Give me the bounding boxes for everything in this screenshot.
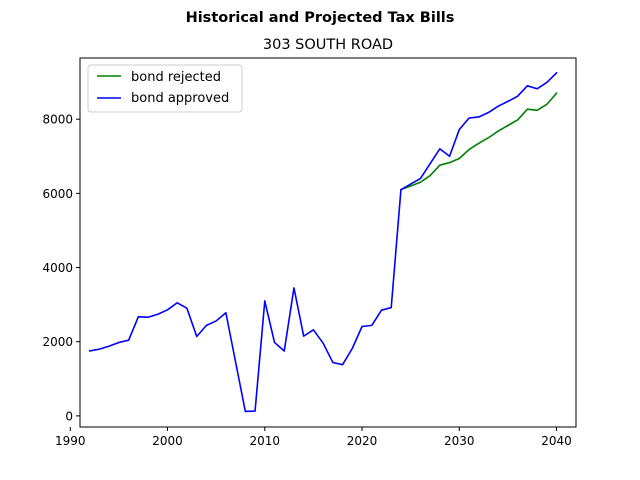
x-tick-label: 2040 (541, 434, 572, 448)
x-axis: 1990 2000 2010 2020 2030 2040 (55, 427, 572, 448)
x-tick-label: 2010 (250, 434, 281, 448)
x-tick-label: 1990 (55, 434, 86, 448)
legend: bond rejected bond approved (87, 64, 243, 113)
legend-label-bond-rejected: bond rejected (131, 70, 221, 85)
plot-frame (79, 57, 577, 428)
y-tick-label: 2000 (42, 335, 73, 349)
series-line-bond-approved (88, 71, 558, 413)
chart-title: Historical and Projected Tax Bills (186, 10, 455, 26)
x-tick-label: 2030 (444, 434, 475, 448)
x-tick-label: 2020 (347, 434, 378, 448)
x-tick-label: 2000 (152, 434, 183, 448)
y-axis: 0 2000 4000 6000 8000 (42, 113, 80, 423)
chart-subtitle: 303 SOUTH ROAD (263, 37, 393, 53)
y-tick-label: 4000 (42, 261, 73, 275)
plot-lines (88, 71, 558, 413)
y-tick-label: 0 (65, 409, 73, 423)
series-line-bond-rejected (399, 92, 558, 191)
legend-box (87, 64, 243, 113)
legend-label-bond-approved: bond approved (131, 91, 229, 106)
y-tick-label: 8000 (42, 113, 73, 127)
y-tick-label: 6000 (42, 187, 73, 201)
